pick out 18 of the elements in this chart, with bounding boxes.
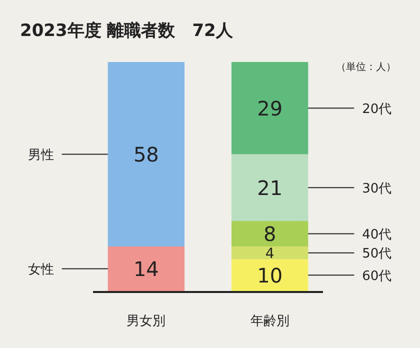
data-label: 4 (265, 246, 274, 262)
data-label: 58 (133, 142, 159, 166)
text: 60代 (362, 268, 392, 284)
text: 女性 (28, 262, 54, 278)
text: 40代 (362, 227, 392, 242)
x-tick-label: 男女別 (126, 314, 166, 329)
data-label: 21 (257, 176, 283, 200)
chart-title: 2023年度 離職者数 72人 (20, 21, 234, 41)
text: 30代 (362, 181, 392, 196)
x-tick-label: 年齢別 (250, 314, 290, 329)
text: 男性 (28, 148, 54, 163)
data-label: 29 (257, 96, 283, 120)
text: 20代 (362, 102, 392, 117)
text: 50代 (362, 246, 392, 262)
data-label: 8 (263, 222, 276, 246)
text: （単位：人） (336, 61, 396, 73)
data-label: 10 (257, 263, 283, 288)
data-label: 14 (133, 256, 159, 281)
